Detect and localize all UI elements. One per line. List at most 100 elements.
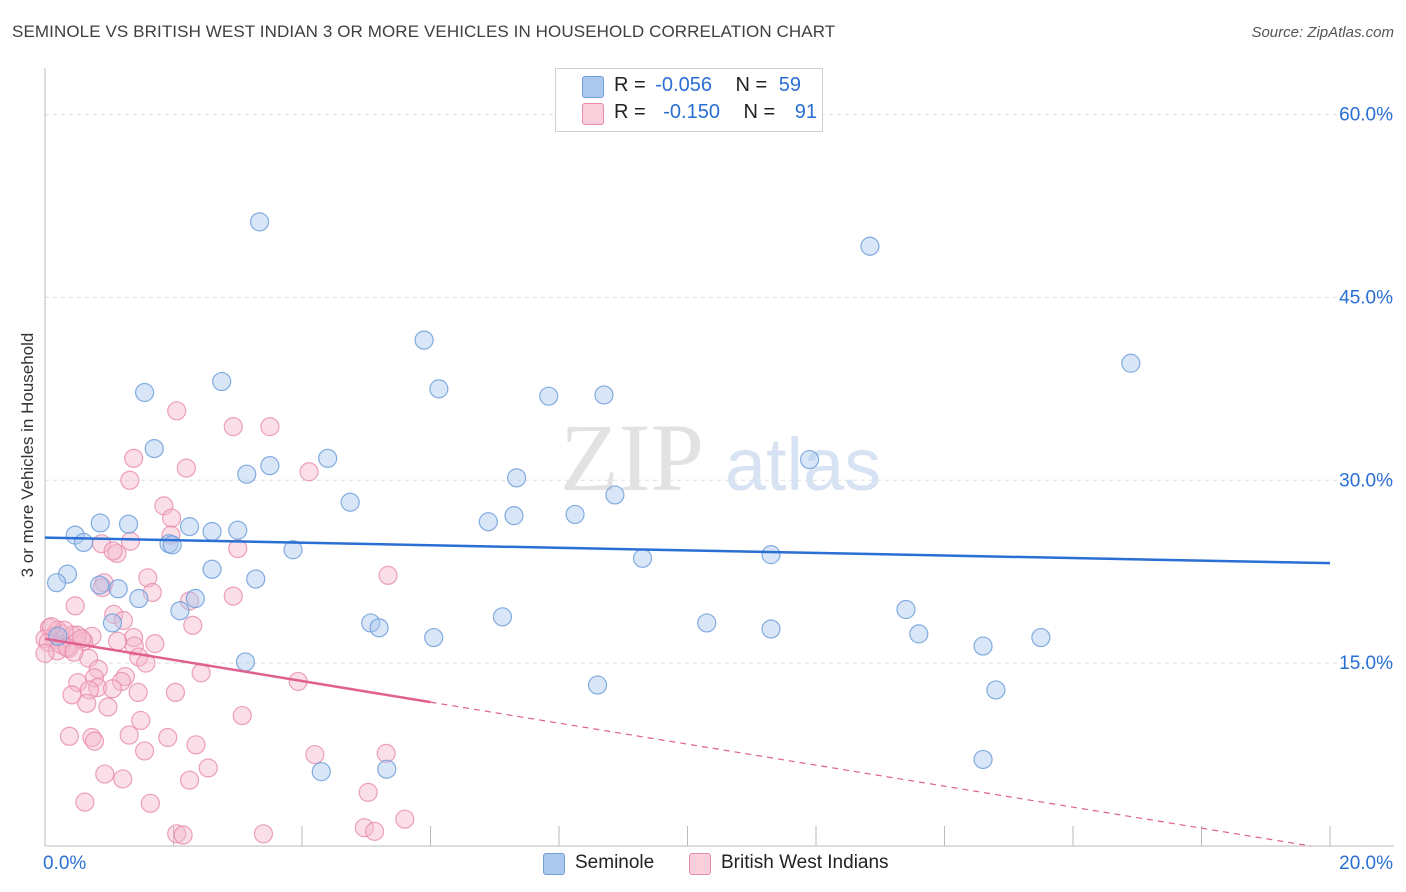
- legend-r-bwi: -0.150: [663, 101, 720, 123]
- y-tick-label: 60.0%: [1339, 105, 1393, 126]
- seminole-point: [90, 575, 110, 595]
- seminole-point: [539, 386, 559, 406]
- seminole-point: [424, 627, 444, 648]
- seminole-point: [179, 517, 200, 537]
- bwi-point: [173, 825, 193, 845]
- bottom-legend-swatch-bwi: [689, 853, 711, 875]
- seminole-point: [185, 588, 205, 609]
- seminole-point: [73, 532, 94, 553]
- y-tick-label: 30.0%: [1339, 470, 1393, 491]
- bwi-point: [395, 809, 415, 829]
- bwi-point: [223, 417, 243, 437]
- seminole-point: [228, 520, 248, 540]
- seminole-point: [235, 652, 256, 672]
- seminole-point: [973, 636, 993, 656]
- trend-lines: [44, 536, 1331, 847]
- seminole-point: [118, 514, 139, 534]
- bwi-point: [138, 568, 158, 588]
- watermark-atlas: atlas: [725, 423, 881, 506]
- bwi-point: [95, 764, 115, 784]
- seminole-point: [212, 371, 232, 392]
- bwi-point: [98, 697, 118, 717]
- seminole-point: [429, 379, 449, 399]
- bwi-trend-extension: [430, 701, 1311, 847]
- legend-r-seminole: -0.056: [655, 74, 712, 96]
- seminole-point: [283, 540, 303, 560]
- bwi-point: [232, 705, 252, 726]
- bwi-point: [92, 577, 112, 598]
- seminole-point: [249, 212, 270, 232]
- bwi-point: [198, 758, 218, 778]
- bwi-point: [64, 642, 84, 662]
- seminole-trend-line: [44, 536, 1331, 565]
- source-label: Source: ZipAtlas.com: [1251, 24, 1394, 41]
- bwi-point: [134, 741, 155, 761]
- legend-r-label: R =: [614, 74, 646, 96]
- seminole-point: [587, 675, 608, 695]
- y-tick-label: 45.0%: [1339, 287, 1393, 308]
- seminole-point: [144, 438, 164, 459]
- bwi-points: [35, 401, 415, 845]
- seminole-point: [799, 449, 820, 470]
- seminole-point: [170, 601, 190, 621]
- seminole-point: [134, 382, 155, 403]
- legend-swatch-bwi: [582, 103, 604, 125]
- bwi-point: [260, 417, 280, 437]
- bwi-point: [128, 682, 148, 703]
- legend-n-seminole: 59: [778, 74, 802, 96]
- seminole-point: [340, 492, 360, 512]
- bwi-point: [376, 743, 396, 763]
- stats-legend: R = -0.056 N = 59 R = -0.150 N = 91: [555, 68, 823, 132]
- bottom-legend-label-bwi: British West Indians: [721, 852, 889, 873]
- bwi-point: [358, 782, 378, 802]
- bwi-point: [108, 631, 128, 651]
- seminole-point: [973, 749, 993, 770]
- bwi-point: [103, 541, 123, 561]
- bwi-point: [82, 727, 102, 748]
- seminole-point: [896, 599, 916, 620]
- chart-title: SEMINOLE VS BRITISH WEST INDIAN 3 OR MOR…: [12, 22, 836, 41]
- seminole-point: [1121, 353, 1141, 373]
- bwi-point: [253, 824, 274, 844]
- watermark: ZIP atlas: [560, 404, 881, 511]
- bwi-point: [165, 682, 186, 703]
- seminole-point: [369, 618, 389, 638]
- seminole-point: [246, 569, 266, 589]
- bwi-point: [145, 634, 165, 654]
- bwi-point: [68, 673, 88, 693]
- bwi-point: [161, 508, 182, 528]
- bwi-point: [299, 462, 319, 482]
- seminole-point: [129, 588, 149, 609]
- seminole-point: [90, 513, 110, 533]
- bwi-point: [378, 565, 398, 585]
- bwi-point: [59, 726, 80, 746]
- x-tick-label-min: 0.0%: [43, 853, 86, 874]
- seminole-point: [108, 579, 128, 599]
- tick-labels: 15.0% 30.0% 45.0% 60.0% 0.0% 20.0%: [43, 105, 1393, 874]
- seminole-points: [46, 212, 1141, 782]
- bwi-point: [183, 615, 203, 635]
- seminole-point: [102, 613, 123, 633]
- bwi-point: [79, 648, 99, 668]
- bottom-legend-swatch-seminole: [543, 853, 565, 875]
- seminole-point: [986, 680, 1006, 700]
- bwi-point: [35, 643, 55, 663]
- seminole-point: [492, 607, 513, 627]
- x-tick-label-max: 20.0%: [1339, 853, 1393, 874]
- seminole-point: [414, 330, 434, 350]
- bwi-point: [354, 818, 374, 838]
- seminole-point: [632, 548, 653, 568]
- bwi-point: [179, 770, 200, 790]
- seminole-point: [761, 545, 781, 565]
- seminole-point: [506, 468, 527, 488]
- bwi-point: [154, 496, 174, 516]
- bwi-point: [140, 793, 160, 813]
- seminole-point: [311, 762, 331, 782]
- y-axis-label: 3 or more Vehicles in Household: [18, 332, 37, 578]
- bwi-point: [158, 727, 178, 748]
- bwi-point: [65, 596, 85, 616]
- seminole-point: [46, 573, 67, 593]
- seminole-point: [162, 535, 182, 555]
- bwi-point: [119, 725, 139, 745]
